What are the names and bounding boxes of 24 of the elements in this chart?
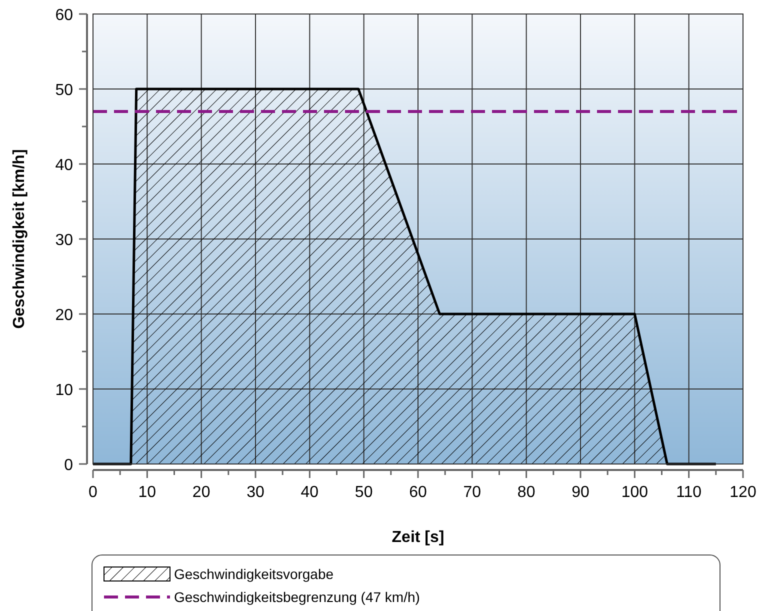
- x-tick-label: 10: [138, 484, 156, 501]
- y-tick-label: 20: [55, 307, 74, 324]
- x-axis-title: Zeit [s]: [392, 529, 444, 546]
- x-tick-label: 60: [409, 484, 427, 501]
- legend-label: Geschwindigkeitsvorgabe: [174, 566, 334, 582]
- x-tick-label: 120: [730, 484, 756, 501]
- x-tick-label: 90: [572, 484, 590, 501]
- y-tick-label: 40: [55, 157, 74, 174]
- y-tick-label: 30: [55, 232, 74, 249]
- x-tick-label: 0: [88, 484, 98, 501]
- x-tick-label: 110: [676, 484, 702, 501]
- y-axis-title: Geschwindigkeit [km/h]: [11, 149, 28, 329]
- x-tick-label: 30: [246, 484, 264, 501]
- x-tick-label: 20: [192, 484, 210, 501]
- x-tick-label: 70: [463, 484, 482, 501]
- y-tick-label: 50: [55, 82, 74, 99]
- x-tick-label: 100: [621, 484, 648, 501]
- legend-label: Geschwindigkeitsbegrenzung (47 km/h): [174, 589, 420, 605]
- x-tick-label: 80: [517, 484, 536, 501]
- y-tick-label: 0: [64, 457, 74, 474]
- y-tick-label: 10: [55, 382, 74, 399]
- y-tick-label: 60: [55, 7, 74, 24]
- x-tick-label: 40: [300, 484, 319, 501]
- x-tick-label: 50: [354, 484, 373, 501]
